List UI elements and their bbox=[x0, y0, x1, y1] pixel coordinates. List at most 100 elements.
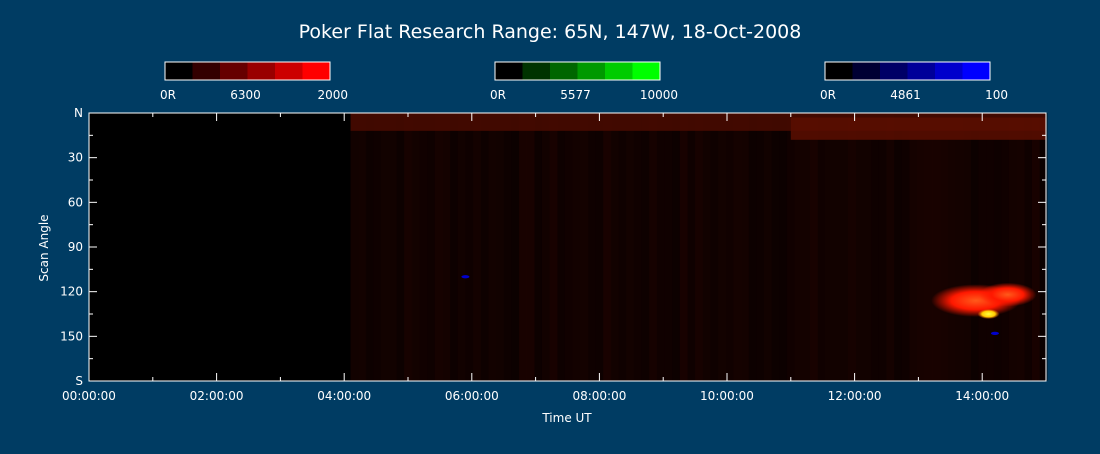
heatmap-streak bbox=[963, 113, 972, 381]
heatmap-streak bbox=[687, 113, 696, 381]
heatmap-streak bbox=[350, 113, 359, 381]
heatmap-streak bbox=[894, 113, 903, 381]
heatmap bbox=[350, 113, 1048, 381]
colorbar-4861-segment bbox=[825, 62, 853, 80]
x-tick-label: 00:00:00 bbox=[62, 389, 116, 403]
colorbar-wavelength-label: 6300 bbox=[230, 88, 261, 102]
heatmap-streak bbox=[970, 113, 979, 381]
heatmap-streak bbox=[564, 113, 573, 381]
heatmap-streak bbox=[641, 113, 650, 381]
colorbar-4861-segment bbox=[852, 62, 881, 80]
heatmap-streak bbox=[373, 113, 382, 381]
heatmap-streak bbox=[603, 113, 612, 381]
y-axis-label: Scan Angle bbox=[37, 214, 51, 281]
aurora-blob bbox=[979, 282, 1037, 307]
heatmap-streak bbox=[381, 113, 390, 381]
heatmap-streak bbox=[878, 113, 887, 381]
colorbar-wavelength-label: 4861 bbox=[890, 88, 921, 102]
colorbar-max-label: 100 bbox=[985, 88, 1008, 102]
heatmap-streak bbox=[519, 113, 527, 381]
heatmap-streak bbox=[365, 113, 374, 381]
heatmap-streak bbox=[702, 113, 711, 381]
heatmap-streak bbox=[786, 113, 795, 381]
colorbar-4861-segment bbox=[880, 62, 908, 80]
heatmap-streak bbox=[871, 113, 880, 381]
heatmap-streak bbox=[595, 113, 604, 381]
colorbar-5577-frame bbox=[494, 61, 661, 81]
colorbar-6300-segment bbox=[192, 62, 221, 80]
heatmap-streak bbox=[388, 113, 397, 381]
heatmap-streak bbox=[993, 113, 1002, 381]
heatmap-streak bbox=[633, 113, 642, 381]
heatmap-streak bbox=[465, 113, 474, 381]
heatmap-streak bbox=[427, 113, 436, 381]
y-tick-label: 60 bbox=[68, 195, 83, 209]
heatmap-streak bbox=[434, 113, 443, 381]
heatmap-streak bbox=[526, 113, 535, 381]
colorbar-max-label: 2000 bbox=[317, 88, 348, 102]
y-axis: N 30 60 90 120 150 S bbox=[60, 106, 1046, 388]
colorbar-5577-segment bbox=[632, 62, 661, 80]
heatmap-streak bbox=[940, 113, 949, 381]
colorbar-4861-frame bbox=[824, 61, 991, 81]
heatmap-streak bbox=[855, 113, 864, 381]
heatmap-streak bbox=[710, 113, 719, 381]
heatmap-streak bbox=[396, 113, 405, 381]
heatmap-streak bbox=[587, 113, 596, 381]
heatmap-streak bbox=[764, 113, 772, 381]
x-tick-label: 14:00:00 bbox=[955, 389, 1009, 403]
heatmap-streak bbox=[679, 113, 688, 381]
colorbar-4861-segment bbox=[962, 62, 991, 80]
colorbar-4861-segment bbox=[907, 62, 936, 80]
colorbar-5577-segment bbox=[550, 62, 578, 80]
heatmap-streak bbox=[580, 113, 589, 381]
heatmap-streak bbox=[457, 113, 466, 381]
heatmap-streak bbox=[404, 113, 413, 381]
x-axis-label: Time UT bbox=[541, 411, 592, 425]
blue-emission-dot bbox=[461, 275, 470, 279]
heatmap-streak bbox=[695, 113, 704, 381]
heatmap-band bbox=[790, 117, 1046, 140]
x-axis: 00:00:00 02:00:00 04:00:00 06:00:00 08:00:00… bbox=[62, 113, 1047, 403]
heatmap-streak bbox=[955, 113, 964, 381]
colorbar-5577-segment bbox=[522, 62, 551, 80]
heatmap-streak bbox=[886, 113, 895, 381]
heatmap-streak bbox=[358, 113, 367, 381]
heatmap-streak bbox=[832, 113, 841, 381]
colorbar-6300-segment bbox=[247, 62, 276, 80]
heatmap-streak bbox=[618, 113, 627, 381]
heatmap-streak bbox=[1031, 113, 1040, 381]
y-tick-label: 30 bbox=[68, 151, 83, 165]
heatmap-streak bbox=[756, 113, 765, 381]
x-tick-label: 02:00:00 bbox=[190, 389, 244, 403]
heatmap-streak bbox=[480, 113, 489, 381]
heatmap-streak bbox=[1024, 113, 1033, 381]
heatmap-streak bbox=[450, 113, 459, 381]
heatmap-streak bbox=[863, 113, 872, 381]
heatmap-streak bbox=[932, 113, 941, 381]
heatmap-streak bbox=[917, 113, 926, 381]
heatmap-streak bbox=[656, 113, 665, 381]
heatmap-streak bbox=[817, 113, 826, 381]
y-tick-label: S bbox=[75, 374, 83, 388]
heatmap-streak bbox=[779, 113, 788, 381]
heatmap-streak bbox=[748, 113, 757, 381]
heatmap-streak bbox=[541, 113, 550, 381]
heatmap-streak bbox=[1016, 113, 1025, 381]
x-tick-label: 12:00:00 bbox=[828, 389, 882, 403]
heatmap-streak bbox=[809, 113, 818, 381]
colorbar-6300-segment bbox=[275, 62, 303, 80]
y-tick-label: 120 bbox=[60, 285, 83, 299]
heatmap-streak bbox=[986, 113, 994, 381]
heatmap-streak bbox=[794, 113, 803, 381]
x-tick-label: 10:00:00 bbox=[700, 389, 754, 403]
heatmap-streak bbox=[725, 113, 734, 381]
heatmap-streak bbox=[557, 113, 566, 381]
aurora-hotspot bbox=[977, 309, 1000, 319]
heatmap-streak bbox=[473, 113, 482, 381]
chart-title: Poker Flat Research Range: 65N, 147W, 18… bbox=[299, 21, 802, 43]
colorbar-6300-segment bbox=[165, 62, 193, 80]
heatmap-streak bbox=[503, 113, 512, 381]
heatmap-streak bbox=[664, 113, 673, 381]
